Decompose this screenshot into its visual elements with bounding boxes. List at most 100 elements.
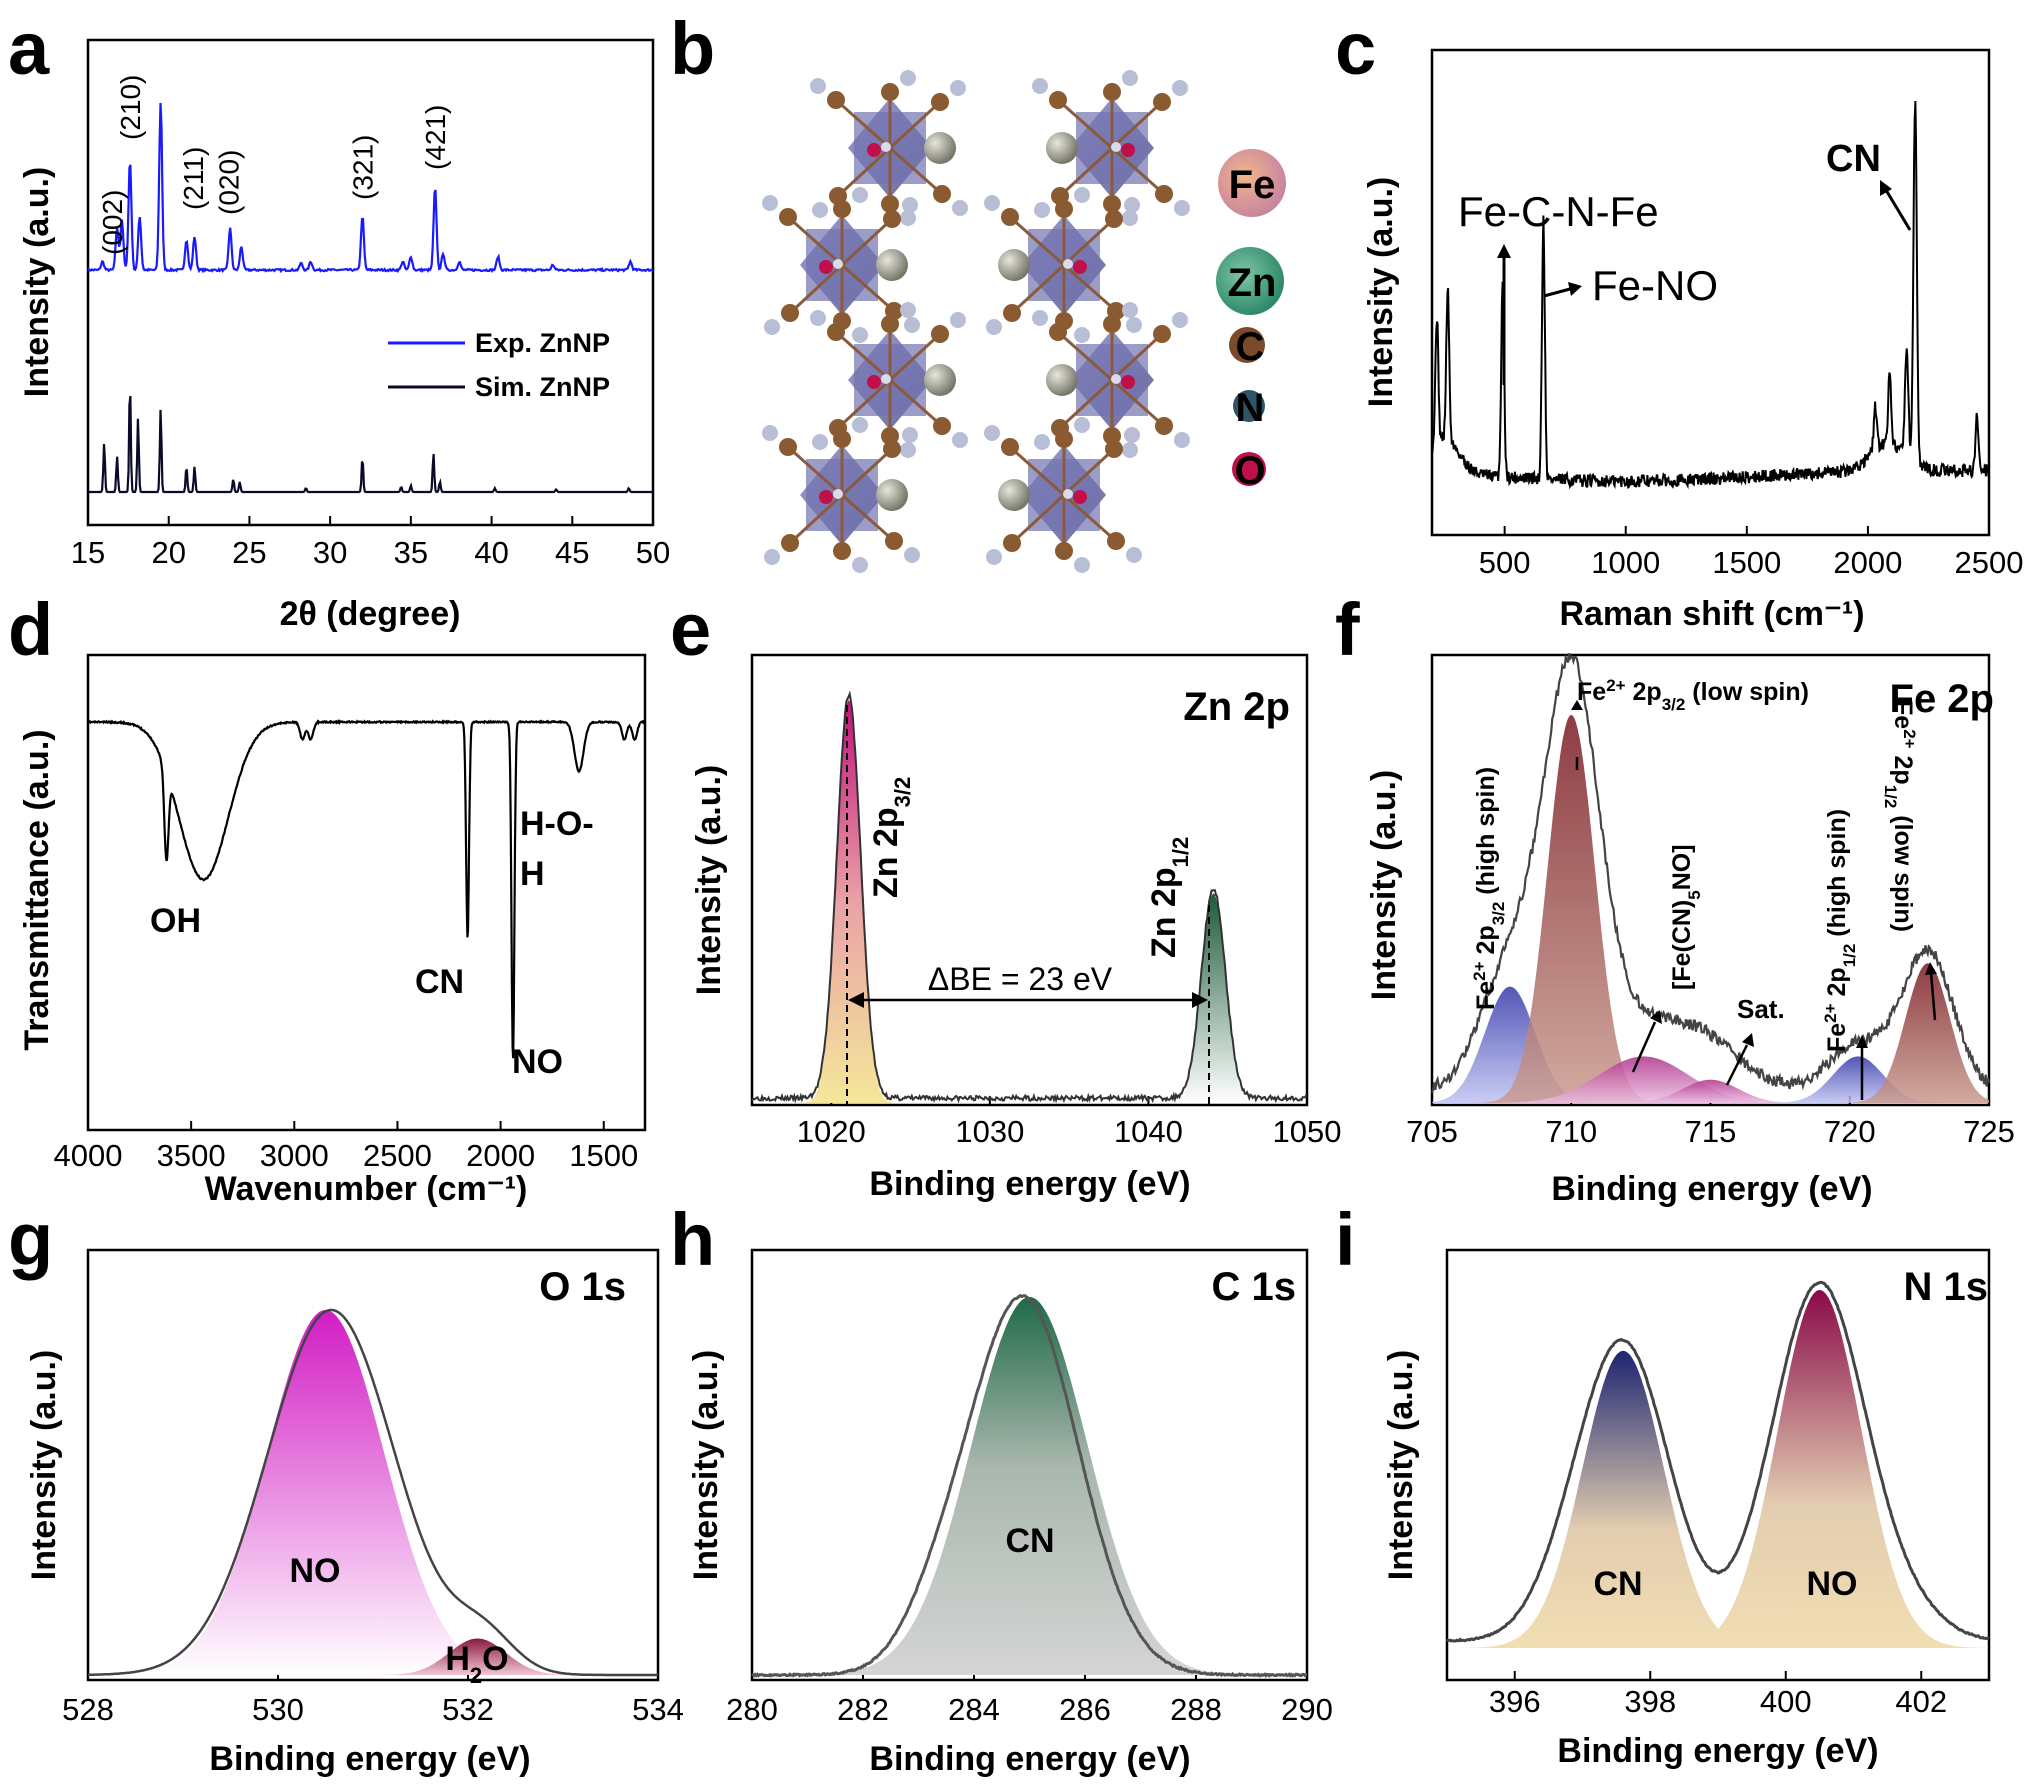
panel-a-x-tick-label: 45 [555, 535, 589, 570]
panel-letter-i: i [1335, 1198, 1356, 1281]
bond [1063, 493, 1117, 543]
peak-fill-fe2-2p3-2-low-spin- [1432, 715, 1989, 1103]
nitrogen-atom [900, 210, 916, 226]
anno-oh: OH [150, 902, 201, 940]
atom-legend-n: N [1236, 386, 1265, 430]
carbon-atom [833, 200, 851, 218]
zinc-atom [876, 479, 908, 511]
bond [1009, 215, 1065, 267]
arrowhead-fe-highspin-12 [1856, 1035, 1868, 1048]
nitrogen-atom [952, 200, 968, 216]
nitrogen-atom [812, 202, 828, 218]
bond [888, 332, 942, 382]
panel-c-x-tick-label: 500 [1479, 545, 1531, 580]
bond [841, 263, 895, 313]
peak-label: (321) [347, 135, 378, 200]
bond [1057, 330, 1113, 382]
nitrogen-atom [950, 312, 966, 328]
panel-letters: a b c d e f g h i [8, 7, 1376, 1281]
panel-h-peak-fills [752, 1297, 1307, 1675]
panel-a-x-tick-label: 15 [71, 535, 105, 570]
panel-e-x-ticks: 1020 1030 1040 1050 [797, 1096, 1341, 1149]
nitrogen-atom [764, 319, 780, 335]
anno-hoh: H-O- [520, 805, 594, 843]
panel-e-x-tick-label: 1020 [797, 1114, 866, 1149]
anno-fecnfe: Fe-C-N-Fe [1458, 188, 1659, 235]
carbon-atom [833, 430, 851, 448]
panel-c-raman: 500 1000 1500 2000 2500 Raman shift (cm⁻¹) I… [1362, 48, 2023, 633]
carbon-atom [1049, 91, 1067, 109]
nitrogen-atom [810, 310, 826, 326]
arrowhead-fe-lowspin-32 [1571, 700, 1583, 710]
panel-h-frame [750, 1248, 1309, 1682]
carbon-atom [1003, 304, 1021, 322]
atom-legend-zn-ball [1216, 247, 1284, 315]
anno-fe-highspin-32: Fe2+ 2p3/2 (high spin) [1470, 767, 1508, 1010]
panel-i-x-tick-label: 398 [1624, 1684, 1676, 1719]
peak-label: (211) [178, 147, 209, 210]
zinc-atom [998, 249, 1030, 281]
nitrogen-atom [1124, 427, 1140, 443]
bond [1110, 332, 1164, 382]
delta-be-arrowhead-left [848, 992, 864, 1008]
nitrogen-atom [852, 557, 868, 573]
panel-i-x-ticks: 396 398 400 402 [1489, 1671, 1947, 1719]
panel-d-x-tick-label: 2000 [466, 1138, 535, 1173]
legend-label-sim: Sim. ZnNP [475, 372, 610, 402]
peak-fill-h2o [88, 1638, 658, 1675]
arrowhead-fe-lowspin-12 [1925, 962, 1937, 975]
peak-fill-fe2-2p1-2-low-spin- [1432, 963, 1989, 1103]
carbon-atom [1105, 210, 1123, 228]
oxygen-atom [1073, 260, 1087, 274]
nitrogen-atom [950, 80, 966, 96]
panel-d-xlabel: Wavenumber (cm⁻¹) [205, 1170, 528, 1208]
panel-h-x-tick-label: 282 [837, 1692, 889, 1727]
nitrogen-atom [1126, 547, 1142, 563]
series-sim-znnp [88, 395, 653, 494]
nitrogen-atom [852, 327, 868, 343]
panel-h-x-tick-label: 286 [1059, 1692, 1111, 1727]
panel-c-x-tick-label: 1000 [1591, 545, 1660, 580]
anno-cn-ftir: CN [415, 963, 464, 1001]
carbon-atom [1103, 195, 1121, 213]
panel-h-ylabel: Intensity (a.u.) [687, 1350, 725, 1580]
panel-e-x-tick-label: 1030 [955, 1114, 1024, 1149]
no-nitrogen [881, 142, 891, 152]
bond [788, 493, 844, 545]
anno-zn2p32: Zn 2p3/2 [867, 777, 915, 898]
carbon-atom [1001, 208, 1019, 226]
nitrogen-atom [1122, 302, 1138, 318]
panel-a-x-tick-label: 20 [151, 535, 185, 570]
nitrogen-atom [1074, 557, 1090, 573]
anno-delta-be: ΔBE = 23 eV [928, 961, 1113, 997]
carbon-atom [1003, 534, 1021, 552]
carbon-atom [933, 417, 951, 435]
panel-f-envelope [1430, 653, 1991, 1094]
panel-a-ylabel: Intensity (a.u.) [18, 167, 56, 397]
panel-f-fe2p: 705 710 715 720 725 Binding energy (eV) Inte… [1365, 653, 2015, 1208]
panel-c-xlabel: Raman shift (cm⁻¹) [1559, 595, 1864, 633]
anno-cn-c1s: CN [1005, 1522, 1054, 1560]
panel-d-x-ticks: 4000 3500 3000 2500 2000 1500 [54, 1121, 638, 1173]
atom-legend-o-ball [1232, 452, 1266, 486]
panel-f-x-tick-label: 720 [1824, 1114, 1876, 1149]
panel-letter-b: b [670, 7, 715, 90]
carbon-atom [933, 185, 951, 203]
panel-i-x-tick-label: 402 [1895, 1684, 1947, 1719]
crystal-lattice [762, 70, 1190, 573]
atom-legend-c: C [1236, 325, 1265, 369]
panel-c-x-ticks: 500 1000 1500 2000 2500 [1479, 526, 2023, 580]
arrow-fecn5no [1631, 1021, 1657, 1073]
no-nitrogen [1063, 259, 1073, 269]
panel-f-x-tick-label: 710 [1545, 1114, 1597, 1149]
carbon-atom [779, 438, 797, 456]
panel-e-xlabel: Binding energy (eV) [869, 1165, 1190, 1203]
peak-fill-cn [1447, 1350, 1989, 1648]
bond [1062, 217, 1116, 267]
nitrogen-atom [1032, 78, 1048, 94]
carbon-atom [931, 93, 949, 111]
nitrogen-atom [1074, 417, 1090, 433]
bond [1110, 100, 1164, 150]
anno-no-n1s: NO [1807, 1565, 1858, 1603]
anno-feno: Fe-NO [1592, 262, 1718, 309]
